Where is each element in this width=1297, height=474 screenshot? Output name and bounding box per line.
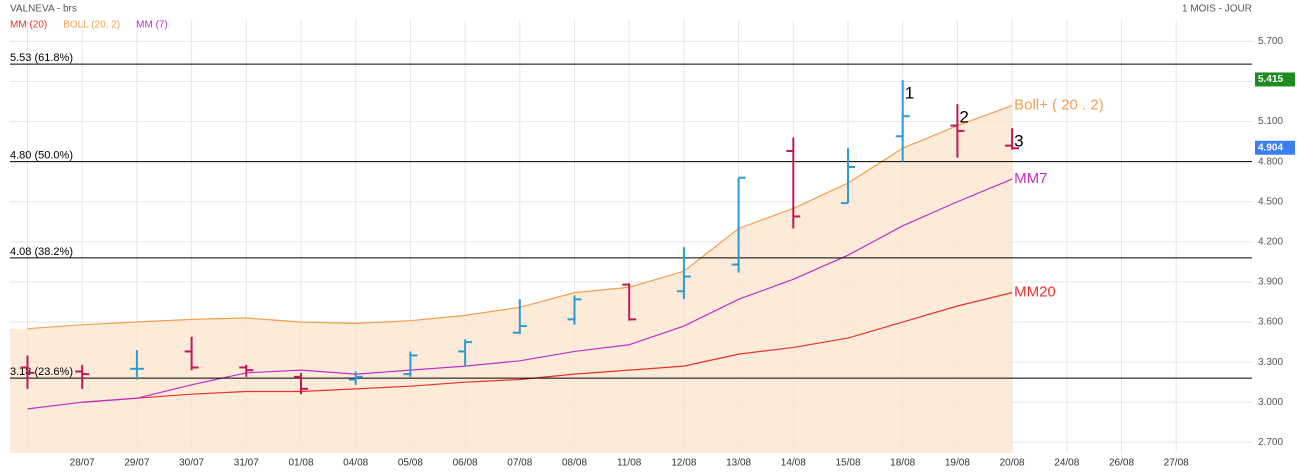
- price-marker-label: 5.415: [1258, 74, 1283, 85]
- x-tick-label: 24/08: [1054, 458, 1079, 469]
- x-tick-label: 13/08: [726, 458, 751, 469]
- x-tick-label: 08/08: [562, 458, 587, 469]
- annotation: 2: [959, 108, 968, 127]
- x-tick-label: 27/08: [1164, 458, 1189, 469]
- x-tick-label: 14/08: [781, 458, 806, 469]
- y-tick-label: 5.100: [1258, 116, 1283, 127]
- x-tick-label: 01/08: [288, 458, 313, 469]
- bollinger-area: [10, 105, 1013, 454]
- chart-title: VALNEVA - brs: [10, 4, 77, 15]
- x-tick-label: 28/07: [70, 458, 95, 469]
- x-tick-label: 07/08: [507, 458, 532, 469]
- price-marker: [1255, 140, 1295, 155]
- x-tick-label: 30/07: [179, 458, 204, 469]
- x-tick-label: 20/08: [1000, 458, 1025, 469]
- legend-entry: BOLL (20, 2): [63, 20, 120, 31]
- y-tick-label: 4.800: [1258, 156, 1283, 167]
- series-line: [82, 292, 1013, 403]
- price-marker: [1255, 72, 1295, 87]
- fib-label: 5.53 (61.8%): [10, 52, 73, 64]
- y-tick-label: 4.500: [1258, 196, 1283, 207]
- x-tick-label: 31/07: [234, 458, 259, 469]
- period: 1 MOIS - JOUR: [1182, 4, 1252, 15]
- x-tick-label: 06/08: [453, 458, 478, 469]
- series-end-label: MM20: [1014, 284, 1056, 301]
- y-tick-label: 3.600: [1258, 317, 1283, 328]
- fib-label: 4.08 (38.2%): [10, 246, 73, 258]
- series-end-label: MM7: [1014, 170, 1047, 187]
- y-tick-label: 4.200: [1258, 236, 1283, 247]
- x-tick-label: 19/08: [945, 458, 970, 469]
- y-tick-label: 3.000: [1258, 397, 1283, 408]
- fib-label: 3.18 (23.6%): [10, 366, 73, 378]
- annotation: 3: [1014, 132, 1023, 151]
- x-tick-label: 15/08: [835, 458, 860, 469]
- x-tick-label: 04/08: [343, 458, 368, 469]
- series-end-label: Boll+ ( 20 . 2): [1014, 96, 1104, 113]
- y-tick-label: 3.900: [1258, 277, 1283, 288]
- legend-entry: MM (20): [10, 20, 47, 31]
- y-tick-label: 5.700: [1258, 36, 1283, 47]
- y-tick-label: 3.300: [1258, 357, 1283, 368]
- x-tick-label: 12/08: [671, 458, 696, 469]
- annotation: 1: [905, 84, 914, 103]
- x-tick-label: 29/07: [124, 458, 149, 469]
- price-marker-label: 4.904: [1258, 142, 1283, 153]
- legend-entry: MM (7): [136, 20, 168, 31]
- fib-label: 4.80 (50.0%): [10, 150, 73, 162]
- x-tick-label: 11/08: [617, 458, 642, 469]
- x-tick-label: 18/08: [890, 458, 915, 469]
- x-tick-label: 26/08: [1109, 458, 1134, 469]
- series-line: [27, 178, 1013, 410]
- y-tick-label: 2.700: [1258, 437, 1283, 448]
- x-tick-label: 05/08: [398, 458, 423, 469]
